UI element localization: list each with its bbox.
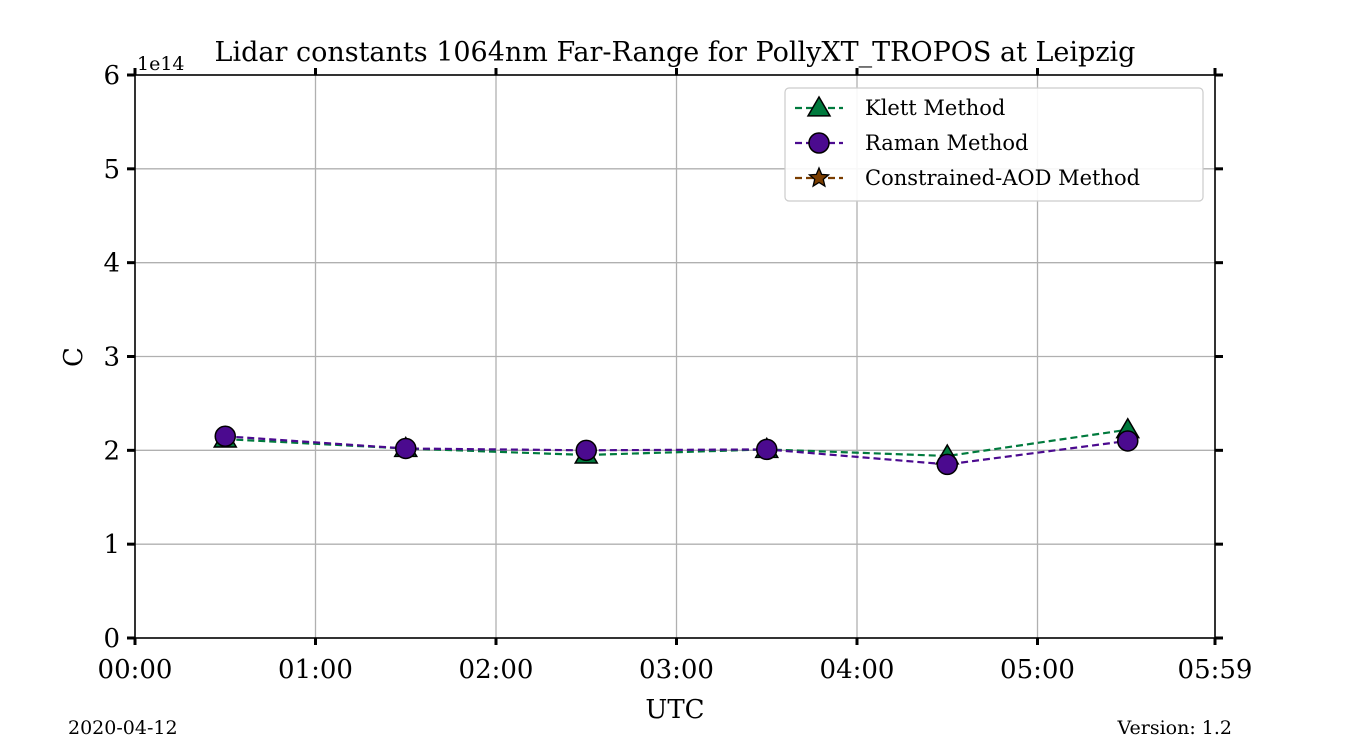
y-tick-label: 1	[103, 530, 120, 560]
legend-marker-1	[808, 132, 830, 154]
y-tick-label: 2	[103, 436, 120, 466]
x-tick-label: 05:00	[1000, 655, 1075, 685]
chart-title: Lidar constants 1064nm Far-Range for Pol…	[215, 37, 1136, 68]
y-tick-label: 3	[103, 343, 120, 373]
series-line-0	[225, 428, 1128, 458]
legend-marker-0	[806, 95, 832, 117]
data-point-1	[395, 437, 417, 460]
y-tick-label: 0	[103, 624, 120, 654]
x-tick-label: 03:00	[639, 655, 714, 685]
x-tick-label: 02:00	[459, 655, 534, 685]
legend-box	[784, 87, 1204, 202]
x-tick-label: 05:59	[1178, 655, 1253, 685]
series-layer	[212, 417, 1141, 476]
series-line-1	[225, 435, 1128, 466]
legend-label-2: Constrained-AOD Method	[865, 166, 1140, 190]
legend: Klett Method Raman Method Constrained-AOD …	[784, 87, 1204, 202]
footer-date: 2020-04-12	[68, 717, 178, 739]
legend-marker-2	[807, 166, 831, 188]
axis-ticks: 00:00 01:00 02:00 03:00 04:00 05:00 05:59 0 1 2 3 4…	[98, 61, 1253, 685]
footer-version: Version: 1.2	[1117, 717, 1232, 739]
y-tick-label: 6	[103, 61, 120, 91]
x-tick-label: 01:00	[278, 655, 353, 685]
data-point-1	[1117, 430, 1139, 452]
legend-label-1: Raman Method	[865, 131, 1028, 155]
x-tick-label: 00:00	[98, 655, 173, 685]
x-axis-label: UTC	[645, 695, 704, 725]
data-point-1	[756, 438, 778, 461]
data-point-1	[575, 439, 598, 462]
y-axis-label: C	[59, 347, 89, 367]
data-point-1	[936, 453, 959, 476]
y-tick-label: 4	[103, 249, 120, 279]
y-multiplier-label: 1e14	[137, 53, 185, 75]
data-point-1	[214, 425, 237, 448]
x-tick-label: 04:00	[820, 655, 895, 685]
legend-label-0: Klett Method	[865, 96, 1005, 120]
y-tick-label: 5	[103, 155, 120, 185]
